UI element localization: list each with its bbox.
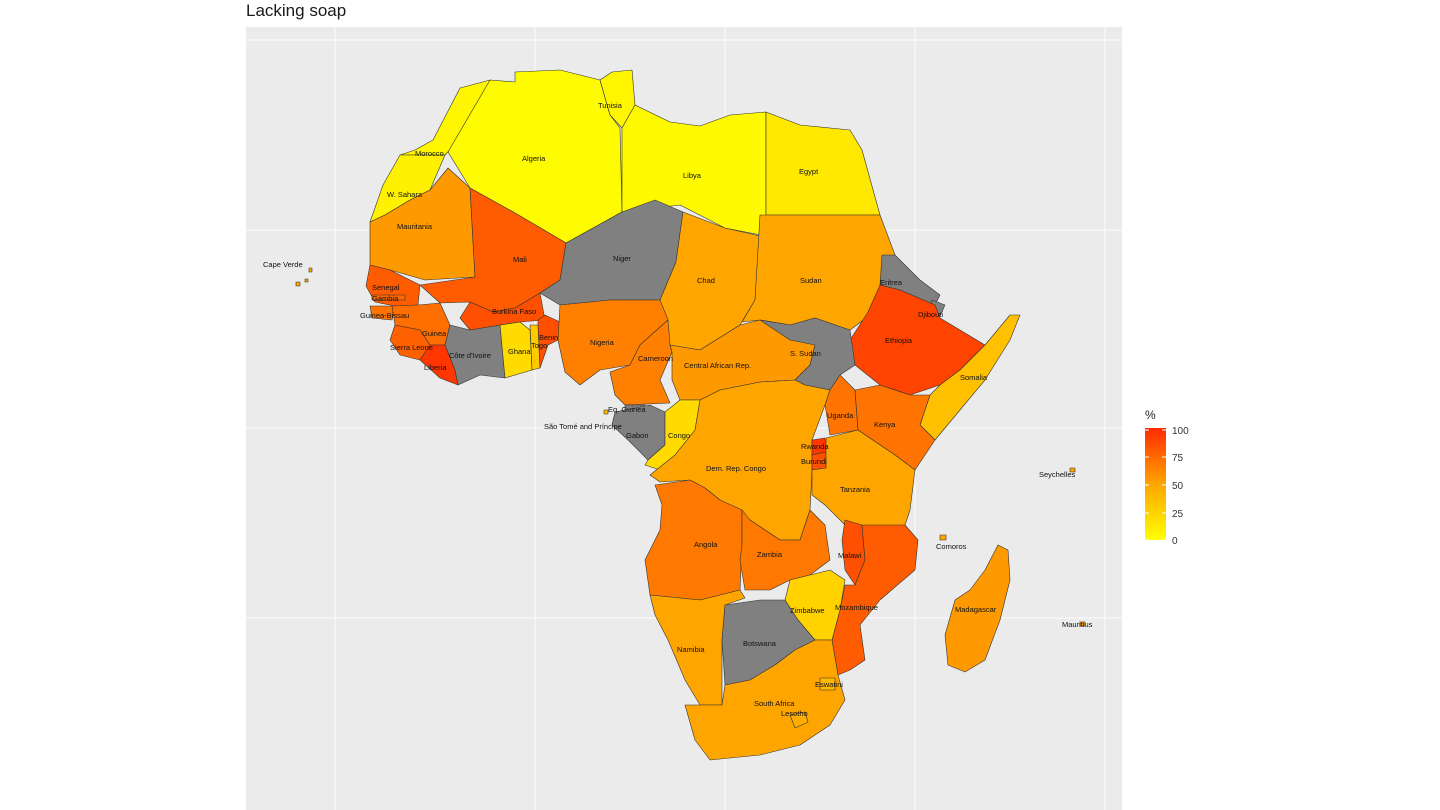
label-chad: Chad — [697, 276, 715, 285]
legend-tick-75: 75 — [1172, 453, 1184, 464]
label-cameroon: Cameroon — [638, 354, 673, 363]
label-madagascar: Madagascar — [955, 605, 997, 614]
country-cameroon — [609, 319, 673, 406]
label-zimbabwe: Zimbabwe — [790, 606, 825, 615]
legend: 100 75 50 25 0 — [1145, 426, 1189, 547]
label-s-sudan: S. Sudan — [790, 349, 821, 358]
country-benin — [537, 314, 561, 369]
label-congo: Congo — [668, 431, 690, 440]
country-egypt — [765, 111, 881, 216]
label-gabon: Gabon — [626, 431, 649, 440]
label-lesotho: Lesotho — [781, 709, 808, 718]
label-ethiopia: Ethiopia — [885, 336, 913, 345]
label-zambia: Zambia — [757, 550, 783, 559]
label-senegal: Senegal — [372, 283, 400, 292]
legend-tick-0: 0 — [1172, 536, 1178, 547]
country-mozambique — [831, 524, 919, 676]
label-niger: Niger — [613, 254, 631, 263]
label-burundi: Burundi — [801, 457, 827, 466]
country-comoros — [939, 534, 947, 541]
label-mali: Mali — [513, 255, 527, 264]
label-egypt: Egypt — [799, 167, 819, 176]
country-madagascar — [944, 544, 1011, 673]
country-somalia — [919, 314, 1021, 441]
label-w-sahara: W. Sahara — [387, 190, 423, 199]
label-angola: Angola — [694, 540, 718, 549]
label-tanzania: Tanzania — [840, 485, 871, 494]
country-zambia — [739, 509, 831, 591]
label-namibia: Namibia — [677, 645, 705, 654]
label-guinea: Guinea — [422, 329, 447, 338]
country-guinea-bissau — [369, 305, 396, 321]
label-mozambique: Mozambique — [835, 603, 878, 612]
label-cote-divoire: Côte d'Ivoire — [449, 351, 491, 360]
label-nigeria: Nigeria — [590, 338, 615, 347]
legend-tick-25: 25 — [1172, 509, 1184, 520]
label-gambia: Gambia — [372, 294, 399, 303]
label-mauritania: Mauritania — [397, 222, 433, 231]
label-comoros: Comoros — [936, 542, 967, 551]
label-malawi: Malawi — [838, 551, 862, 560]
label-eritrea: Eritrea — [880, 278, 903, 287]
label-guinea-bissau: Guinea-Bissau — [360, 311, 409, 320]
label-burkina-faso: Burkina Faso — [492, 307, 536, 316]
label-togo: Togo — [531, 341, 547, 350]
legend-title: % — [1145, 408, 1156, 422]
country-cape-verde — [295, 267, 313, 287]
legend-tick-100: 100 — [1172, 426, 1189, 437]
label-libya: Libya — [683, 171, 702, 180]
label-cape-verde: Cape Verde — [263, 260, 303, 269]
label-tunisia: Tunisia — [598, 101, 623, 110]
legend-colorbar — [1145, 428, 1166, 540]
label-sao-tome: São Tomé and Príncipe — [544, 422, 622, 431]
label-seychelles: Seychelles — [1039, 470, 1076, 479]
map-title: Lacking soap — [246, 1, 347, 20]
country-seychelles — [1069, 467, 1076, 473]
country-namibia — [649, 589, 746, 706]
label-morocco: Morocco — [415, 149, 444, 158]
country-mauritius — [1079, 621, 1086, 627]
country-lesotho — [789, 711, 809, 729]
label-benin: Benin — [539, 333, 558, 342]
legend-tick-50: 50 — [1172, 481, 1184, 492]
label-eswatini: Eswatini — [815, 680, 843, 689]
label-somalia: Somalia — [960, 373, 988, 382]
label-car: Central African Rep. — [684, 361, 751, 370]
label-rwanda: Rwanda — [801, 442, 829, 451]
country-gambia — [371, 294, 406, 301]
label-liberia: Liberia — [424, 363, 447, 372]
country-eswatini — [819, 677, 836, 691]
label-mauritius: Mauritius — [1062, 620, 1093, 629]
label-sierra-leone: Sierra Leone — [390, 343, 433, 352]
label-uganda: Uganda — [827, 411, 854, 420]
label-sudan: Sudan — [800, 276, 822, 285]
country-burkina-faso — [459, 292, 546, 331]
label-eq-guinea: Eq. Guinea — [608, 405, 646, 414]
label-botswana: Botswana — [743, 639, 777, 648]
label-ghana: Ghana — [508, 347, 531, 356]
label-djibouti: Djibouti — [918, 310, 943, 319]
label-drc: Dem. Rep. Congo — [706, 464, 766, 473]
label-kenya: Kenya — [874, 420, 896, 429]
country-south-africa — [684, 639, 846, 761]
label-south-africa: South Africa — [754, 699, 795, 708]
label-algeria: Algeria — [522, 154, 546, 163]
country-sao-tome — [603, 409, 609, 415]
